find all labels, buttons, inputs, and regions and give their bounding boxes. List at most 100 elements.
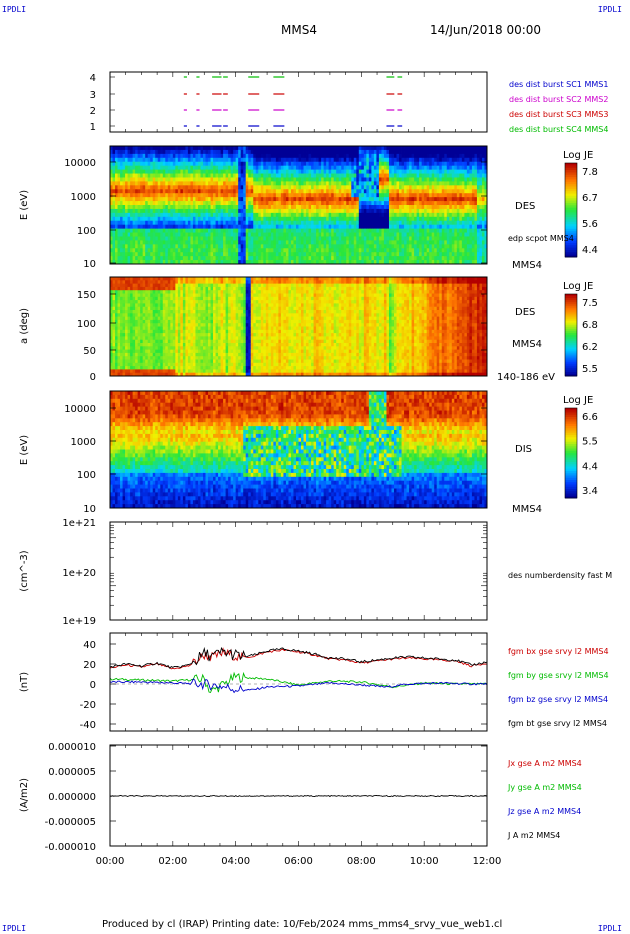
spectrogram-cell [170,252,174,257]
spectrogram-cell [301,189,304,194]
spectrogram-cell [321,149,325,155]
spectrogram-cell [464,181,468,186]
spectrogram-cell [147,181,151,186]
spectrogram-cell [414,165,418,170]
spectrogram-cell [306,212,309,218]
spectrogram-cell [454,189,458,194]
spectrogram-cell [301,248,304,253]
spectrogram-cell [248,146,252,151]
spectrogram-cell [160,252,164,257]
spectrogram-cell [260,165,264,170]
spectrogram-cell [268,252,272,257]
spectrogram-cell [311,220,314,226]
spectrogram-cell [323,240,327,245]
spectrogram-cell [192,244,196,249]
spectrogram-cell [165,260,169,265]
spectrogram-cell [356,232,360,237]
spectrogram-cell [263,189,267,194]
spectrogram-cell [120,177,123,182]
spectrogram-cell [396,260,400,265]
spectrogram-cell [434,244,438,249]
spectrogram-cell [255,177,259,182]
spectrogram-cell [306,252,309,257]
spectrogram-cell [406,146,410,151]
spectrogram-cell [293,244,297,249]
spectrogram-cell [288,205,292,210]
spectrogram-cell [421,232,425,237]
spectrogram-cell [200,177,204,182]
spectrogram-cell [283,232,287,237]
spectrogram-cell [484,157,488,163]
spectrogram-cell [175,244,179,249]
spectrogram-cell [223,252,227,257]
spectrogram-cell [190,197,194,202]
spectrogram-cell [155,244,159,249]
spectrogram-cell [336,201,340,206]
spectrogram-cell [117,283,121,288]
spectrogram-cell [280,240,284,245]
spectrogram-cell [426,157,430,163]
spectrogram-cell [130,232,134,237]
spectrogram-cell [338,244,342,249]
spectrogram-cell [474,256,478,261]
spectrogram-cell [270,224,274,229]
spectrogram-cell [275,248,279,253]
spectrogram-cell [386,220,390,226]
spectrogram-cell [248,165,252,170]
spectrogram-cell [110,193,113,198]
spectrogram-cell [140,197,144,202]
spectrogram-cell [301,165,304,170]
spectrogram-cell [476,169,480,174]
spectrogram-cell [127,240,131,245]
spectrogram-cell [476,224,480,229]
spectrogram-cell [298,256,302,261]
spectrogram-cell [223,228,227,233]
spectrogram-cell [162,240,166,245]
spectrogram-cell [313,216,317,222]
spectrogram-cell [451,232,455,237]
spectrogram-cell [409,244,412,249]
spectrogram-cell [414,146,418,151]
spectrogram-cell [476,185,480,190]
spectrogram-cell [371,256,375,261]
spectrogram-cell [172,189,176,194]
spectrogram-cell [185,153,189,159]
spectrogram-cell [378,236,382,241]
spectrogram-cell [170,185,174,190]
spectrogram-cell [112,193,116,198]
spectrogram-cell [419,173,423,178]
spectrogram-cell [333,248,337,253]
spectrogram-cell [260,205,264,210]
spectrogram-cell [127,208,131,214]
spectrogram-cell [331,244,335,249]
spectrogram-cell [421,208,425,214]
spectrogram-cell [150,201,154,206]
spectrogram-cell [358,228,362,233]
spectrogram-cell [401,232,405,237]
spectrogram-cell [434,248,438,253]
spectrogram-cell [235,240,239,245]
spectrogram-cell [421,212,425,218]
spectrogram-cell [205,220,209,226]
spectrogram-cell [150,146,154,151]
spectrogram-cell [197,169,201,174]
spectrogram-cell [316,216,319,222]
spectrogram-cell [471,244,475,249]
spectrogram-cell [318,153,322,159]
spectrogram-cell [162,232,166,237]
spectrogram-cell [135,228,139,233]
spectrogram-cell [235,169,239,174]
spectrogram-cell [135,216,139,222]
spectrogram-cell [147,165,151,170]
spectrogram-cell [175,236,179,241]
spectrogram-cell [115,146,118,151]
spectrogram-cell [240,185,244,190]
spectrogram-cell [411,208,415,214]
spectrogram-cell [215,252,219,257]
spectrogram-cell [414,228,418,233]
spectrogram-cell [180,205,184,210]
spectrogram-cell [331,201,335,206]
spectrogram-cell [311,252,314,257]
spectrogram-cell [366,260,370,265]
spectrogram-cell [132,185,136,190]
